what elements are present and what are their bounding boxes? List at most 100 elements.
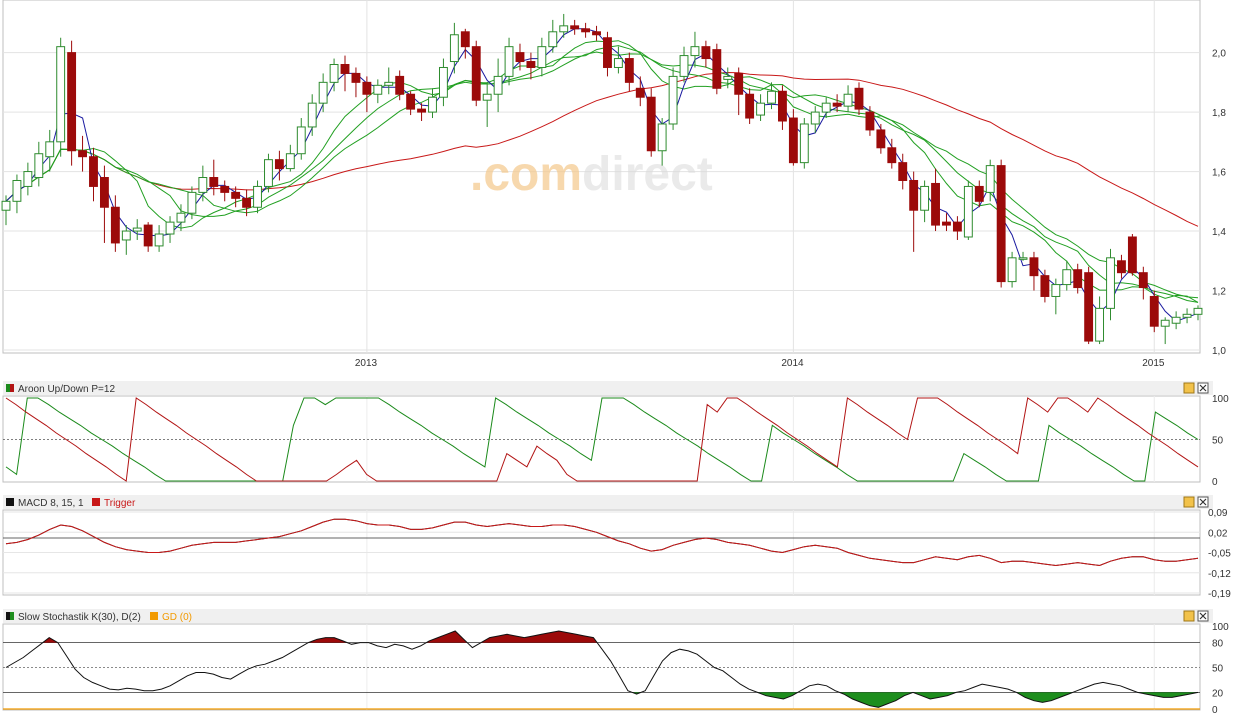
stochastic-panel: Slow Stochastik K(30), D(2) GD (0) 0 20 50…	[2, 609, 1229, 716]
stochastic-y-tick-label: 0	[1212, 705, 1218, 716]
candle-body	[1084, 272, 1094, 342]
stochastic-oversold-fill	[1137, 692, 1198, 698]
candle-body	[417, 108, 426, 113]
candle-body	[362, 81, 372, 95]
candle-body	[1062, 269, 1072, 286]
candle-body	[1182, 313, 1192, 318]
candle-body	[1149, 295, 1159, 327]
candle-body	[1029, 257, 1039, 277]
candle-body	[548, 31, 558, 48]
candle-body	[942, 221, 951, 226]
aroon-close-button[interactable]	[1197, 382, 1209, 394]
candle-body	[176, 212, 186, 223]
candle-body	[657, 123, 667, 152]
candle-body	[471, 46, 481, 101]
candle-body	[821, 102, 831, 113]
candle-body	[1160, 319, 1170, 327]
price-panel: .comdirect 1,01,21,41,61,82,0 2013 2014 20…	[1, 0, 1226, 369]
candle-body	[1138, 272, 1148, 289]
candle-body	[253, 185, 262, 208]
candle-body	[788, 117, 798, 164]
candle-body	[1171, 316, 1181, 324]
candle-body	[1040, 275, 1050, 297]
aroon-y-tick-label: 100	[1212, 394, 1229, 405]
candle-body	[985, 165, 995, 193]
macd-y-tick-label: -0,19	[1208, 589, 1231, 600]
candle-body	[996, 165, 1006, 283]
aroon-header	[3, 381, 1213, 395]
stochastic-y-tick-label: 20	[1212, 688, 1224, 699]
aroon-plot-area	[2, 395, 1201, 483]
aroon-y-tick-label: 0	[1212, 477, 1218, 488]
candle-body	[89, 156, 98, 187]
price-y-tick-label: 1,6	[1212, 168, 1226, 179]
stochastic-y-tick-label: 100	[1212, 622, 1229, 633]
aroon-up-line	[5, 397, 1199, 482]
candle-body	[931, 182, 940, 226]
macd-close-button[interactable]	[1197, 496, 1209, 508]
candle-body	[898, 162, 908, 181]
candle-body	[45, 141, 55, 158]
candle-body	[537, 46, 547, 68]
candle-body	[351, 72, 361, 83]
watermark: .comdirect	[470, 148, 713, 201]
candle-body	[78, 150, 87, 158]
trigger-legend-label: Trigger	[104, 498, 136, 509]
candle-body	[504, 46, 514, 77]
aroon-y-tick-label: 50	[1212, 436, 1224, 447]
aroon-settings-button[interactable]	[1183, 382, 1195, 394]
candle-body	[274, 159, 284, 170]
candle-body	[264, 159, 273, 187]
stochastic-close-button[interactable]	[1197, 610, 1209, 622]
candle-body	[198, 177, 208, 193]
candle-body	[974, 185, 984, 202]
candle-body	[285, 153, 295, 170]
stochastic-oversold-fill	[1016, 692, 1073, 703]
candle-body	[603, 37, 612, 68]
candle-body	[767, 90, 776, 104]
candle-body	[778, 90, 787, 122]
candle-body	[581, 28, 591, 33]
price-x-tick-label: 2013	[355, 358, 378, 369]
macd-y-tick-label: 0,02	[1208, 528, 1228, 539]
candle-body	[843, 93, 853, 107]
stochastic-y-tick-label: 80	[1212, 639, 1224, 650]
price-x-axis: 2013 2014 2015	[355, 358, 1165, 369]
candle-body	[1073, 269, 1083, 289]
candle-body	[307, 102, 317, 128]
candle-body	[734, 72, 744, 95]
candle-body	[592, 31, 601, 36]
candle-body	[165, 221, 175, 235]
stochastic-settings-button[interactable]	[1183, 610, 1195, 622]
candle-body	[679, 55, 689, 77]
candle-body	[428, 96, 437, 113]
price-y-tick-label: 1,8	[1212, 108, 1226, 119]
macd-settings-button[interactable]	[1183, 496, 1195, 508]
candle-body	[449, 34, 459, 63]
gd-legend-label: GD (0)	[162, 612, 192, 623]
trigger-line	[5, 518, 1199, 567]
candle-body	[493, 75, 503, 95]
candle-body	[1051, 284, 1061, 297]
candle-body	[570, 25, 580, 30]
candle-body	[438, 66, 448, 98]
candle-body	[810, 111, 820, 125]
candle-body	[723, 75, 733, 80]
candle-body	[231, 191, 241, 199]
stochastic-overbought-fill	[426, 631, 468, 643]
candle-body	[854, 87, 864, 110]
candle-body	[712, 49, 722, 89]
candle-body	[799, 123, 809, 164]
candle-body	[559, 25, 569, 33]
aroon-panel: Aroon Up/Down P=12 0 50 100	[2, 381, 1229, 488]
macd-panel: MACD 8, 15, 1 Trigger -0,19 -0,12 -0,05 0,0…	[2, 495, 1231, 600]
candle-body	[1018, 257, 1028, 260]
candle-body	[1117, 260, 1126, 274]
stochastic-legend-label: Slow Stochastik K(30), D(2)	[18, 612, 141, 623]
candle-body	[329, 64, 339, 83]
price-x-tick-label: 2015	[1142, 358, 1165, 369]
stochastic-overbought-fill	[481, 631, 598, 643]
candle-body	[154, 233, 164, 247]
candle-body	[865, 111, 875, 131]
